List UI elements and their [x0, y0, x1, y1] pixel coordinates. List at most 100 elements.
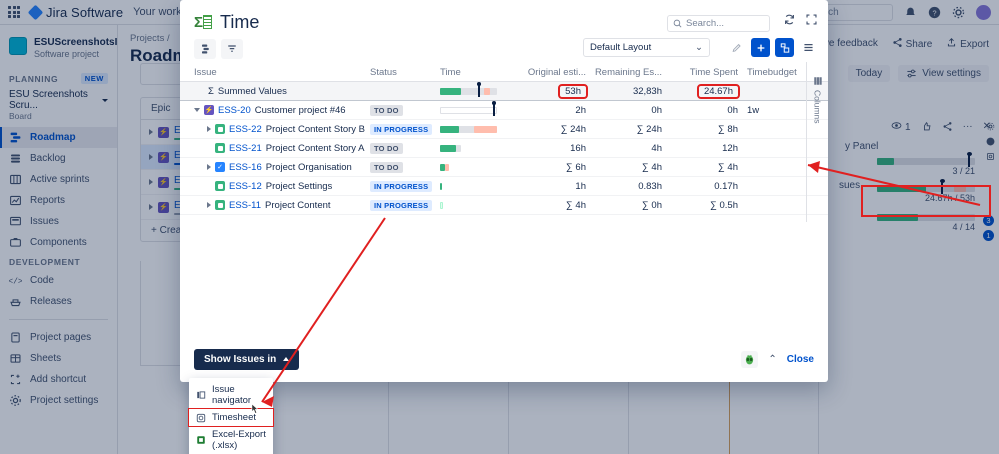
cell-time-spent: 0.17h: [714, 180, 738, 192]
col-header-remaining-estimate[interactable]: Remaining Es...: [594, 67, 662, 78]
alien-avatar-icon[interactable]: [741, 350, 759, 368]
time-mini-bar: [440, 201, 497, 210]
settings-gear-icon[interactable]: [986, 122, 995, 131]
watchers-count[interactable]: 1: [891, 120, 911, 133]
table-row[interactable]: ESS-21 Project Content Story A TO DO 16h…: [180, 139, 828, 158]
issue-key[interactable]: ESS-16: [229, 161, 262, 173]
view-settings-label: View settings: [922, 68, 981, 79]
show-issues-in-button[interactable]: Show Issues in: [194, 348, 300, 370]
close-button[interactable]: Close: [786, 353, 814, 365]
table-row[interactable]: ESS-12 Project Settings IN PROGRESS 1h 0…: [180, 177, 828, 196]
jira-logo[interactable]: Jira Software: [27, 4, 124, 20]
table-row[interactable]: ✓ ESS-16 Project Organisation TO DO ∑ 6h…: [180, 158, 828, 177]
settings-gear-icon[interactable]: [952, 6, 965, 19]
sidebar-item-project-settings[interactable]: Project settings: [0, 390, 117, 411]
notifications-bell-icon[interactable]: [904, 6, 917, 19]
bar-green: [440, 87, 461, 95]
sidebar-item-backlog[interactable]: Backlog: [0, 148, 117, 169]
time-mini-bar: [440, 125, 497, 134]
chevron-down-icon: [102, 98, 108, 102]
sidebar-item-releases[interactable]: Releases: [0, 291, 117, 312]
refresh-icon[interactable]: [783, 13, 796, 26]
today-button[interactable]: Today: [847, 65, 891, 82]
reports-chart-icon: [10, 195, 21, 206]
board-selector[interactable]: ESU Screenshots Scru... Board: [0, 87, 117, 127]
menu-item-timesheet[interactable]: Timesheet: [188, 408, 274, 427]
table-row[interactable]: ESS-11 Project Content IN PROGRESS ∑ 4h …: [180, 196, 828, 215]
sidebar-item-issues[interactable]: Issues: [0, 211, 117, 232]
layout-value: Default Layout: [590, 42, 652, 53]
plus-icon[interactable]: [751, 38, 770, 57]
view-settings-button[interactable]: View settings: [898, 65, 989, 82]
chevron-down-icon[interactable]: [194, 108, 200, 112]
time-mini-bar: [440, 100, 497, 116]
sidebar-item-code[interactable]: </> Code: [0, 270, 117, 291]
hierarchy-icon[interactable]: [194, 39, 216, 59]
panel-side-icons: [986, 122, 995, 161]
table-row[interactable]: ESS-22 Project Content Story B IN PROGRE…: [180, 120, 828, 139]
create-epic-button[interactable]: + Crea: [151, 225, 182, 236]
chevron-right-icon[interactable]: [149, 154, 153, 160]
table-row[interactable]: ⚡ ESS-20 Customer project #46 TO DO 2h 0…: [180, 100, 828, 120]
grouping-icon[interactable]: [775, 38, 794, 57]
more-actions-icon[interactable]: ···: [962, 121, 973, 132]
help-icon[interactable]: ?: [928, 6, 941, 19]
modal-search-input[interactable]: Search...: [667, 15, 770, 32]
layout-select[interactable]: Default Layout ⌄: [583, 38, 710, 57]
issue-key[interactable]: ESS-21: [229, 142, 262, 154]
give-feedback-link[interactable]: ve feedback: [823, 38, 878, 49]
thumbs-up-icon[interactable]: [921, 121, 932, 132]
chevron-right-icon[interactable]: [207, 202, 211, 208]
chevron-right-icon[interactable]: [149, 179, 153, 185]
cell-remaining-estimate: ∑ 4h: [642, 161, 662, 173]
issue-key[interactable]: ESS-12: [229, 180, 262, 192]
sidebar-item-sheets[interactable]: Sheets: [0, 348, 117, 369]
chevron-right-icon[interactable]: [207, 164, 211, 170]
list-icon[interactable]: [799, 38, 818, 57]
help-icon[interactable]: [986, 137, 995, 146]
share-icon[interactable]: [942, 121, 953, 132]
issue-key[interactable]: ESS-11: [229, 199, 262, 211]
col-header-timebudget[interactable]: Timebudget: [747, 67, 797, 78]
menu-item-issue-navigator[interactable]: Issue navigator: [189, 381, 273, 409]
sidebar-item-components[interactable]: Components: [0, 232, 117, 253]
menu-item-excel-export[interactable]: Excel-Export (.xlsx): [189, 426, 273, 454]
col-header-original-estimate[interactable]: Original esti...: [527, 67, 586, 78]
col-header-status[interactable]: Status: [370, 67, 397, 78]
pencil-icon[interactable]: [727, 38, 746, 57]
chevron-right-icon[interactable]: [149, 204, 153, 210]
progress-track: [877, 214, 975, 221]
sidebar-item-reports[interactable]: Reports: [0, 190, 117, 211]
chevron-right-icon[interactable]: [207, 126, 211, 132]
sidebar-item-active-sprints[interactable]: Active sprints: [0, 169, 117, 190]
story-icon: [215, 143, 225, 153]
app-switcher-icon[interactable]: [8, 6, 20, 18]
sidebar-item-project-pages[interactable]: Project pages: [0, 327, 117, 348]
col-header-time[interactable]: Time: [440, 67, 461, 78]
sidebar-item-roadmap[interactable]: Roadmap: [0, 127, 117, 148]
project-header[interactable]: ESUScreenshotsII Software project: [0, 33, 120, 69]
sidebar-item-add-shortcut[interactable]: Add shortcut: [0, 369, 117, 390]
chevron-up-icon[interactable]: ⌃: [768, 353, 777, 365]
col-header-time-spent[interactable]: Time Spent: [689, 67, 738, 78]
export-button[interactable]: Export: [946, 37, 989, 50]
table-row-summed-values[interactable]: Σ Summed Values 53h 32,83h 24.67h: [180, 81, 828, 101]
bar-green: [440, 144, 456, 152]
chevron-right-icon[interactable]: [149, 129, 153, 135]
breadcrumb[interactable]: Projects /: [130, 33, 170, 44]
col-header-issue[interactable]: Issue: [194, 67, 217, 78]
time-mini-bar: [440, 163, 497, 172]
cell-original-estimate: ∑ 24h: [560, 123, 586, 135]
cell-time-bar: [440, 100, 510, 116]
brand-label: Jira Software: [46, 4, 124, 20]
cell-time-spent: ∑ 8h: [718, 123, 738, 135]
issue-key[interactable]: ESS-20: [218, 104, 251, 116]
timesheet-icon[interactable]: [986, 152, 995, 161]
columns-side-strip[interactable]: Columns: [806, 62, 828, 222]
share-button[interactable]: Share: [892, 37, 932, 50]
issue-key[interactable]: ESS-22: [229, 123, 262, 135]
filter-icon[interactable]: [221, 39, 243, 59]
user-avatar[interactable]: [976, 4, 991, 20]
status-badge: IN PROGRESS: [370, 199, 433, 211]
fullscreen-icon[interactable]: [805, 13, 818, 26]
